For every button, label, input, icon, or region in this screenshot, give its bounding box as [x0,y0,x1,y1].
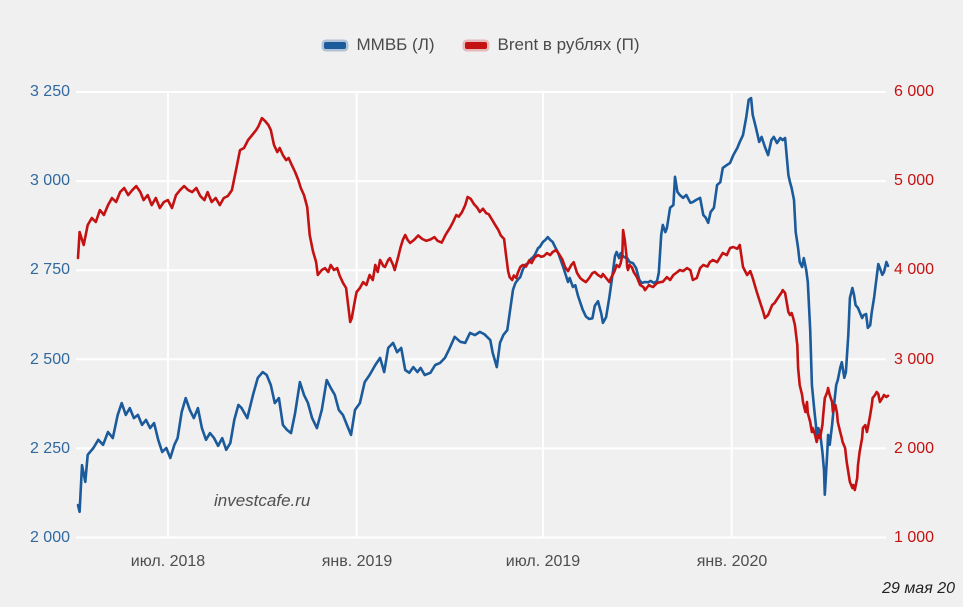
right-axis-tick: 1 000 [894,528,935,546]
watermark: investcafe.ru [214,491,311,510]
right-axis-tick: 2 000 [894,439,935,457]
brent-series-marker-icon [464,41,487,49]
right-axis-tick: 5 000 [894,172,935,189]
x-axis-tick: июл. 2019 [505,553,581,570]
left-axis-tick: 2 000 [29,528,70,546]
series-line-brent [76,116,890,492]
left-axis-tick: 2 250 [29,439,70,457]
right-axis-tick: 6 000 [894,83,935,100]
mmvb-series-marker-icon [323,41,346,49]
right-axis-tick: 4 000 [894,261,935,278]
x-axis-tick: янв. 2019 [321,553,393,570]
left-axis-tick: 2 750 [29,261,70,278]
left-axis-tick: 3 250 [29,83,70,100]
left-axis-tick: 2 500 [29,350,70,368]
legend-label-mmvb: ММВБ (Л) [356,35,435,54]
date-note: 29 мая 20 [882,580,955,597]
legend-item-brent[interactable]: Brent в рублях (П) [464,35,640,55]
legend-item-mmvb[interactable]: ММВБ (Л) [323,35,435,55]
x-axis-tick: янв. 2020 [696,553,768,570]
chart-legend: ММВБ (Л) Brent в рублях (П) [0,35,963,55]
series-line-mmvb [76,96,890,514]
left-axis-tick: 3 000 [29,172,70,189]
x-axis-tick: июл. 2018 [130,553,206,570]
legend-label-brent: Brent в рублях (П) [497,35,640,54]
right-axis-tick: 3 000 [894,350,935,368]
